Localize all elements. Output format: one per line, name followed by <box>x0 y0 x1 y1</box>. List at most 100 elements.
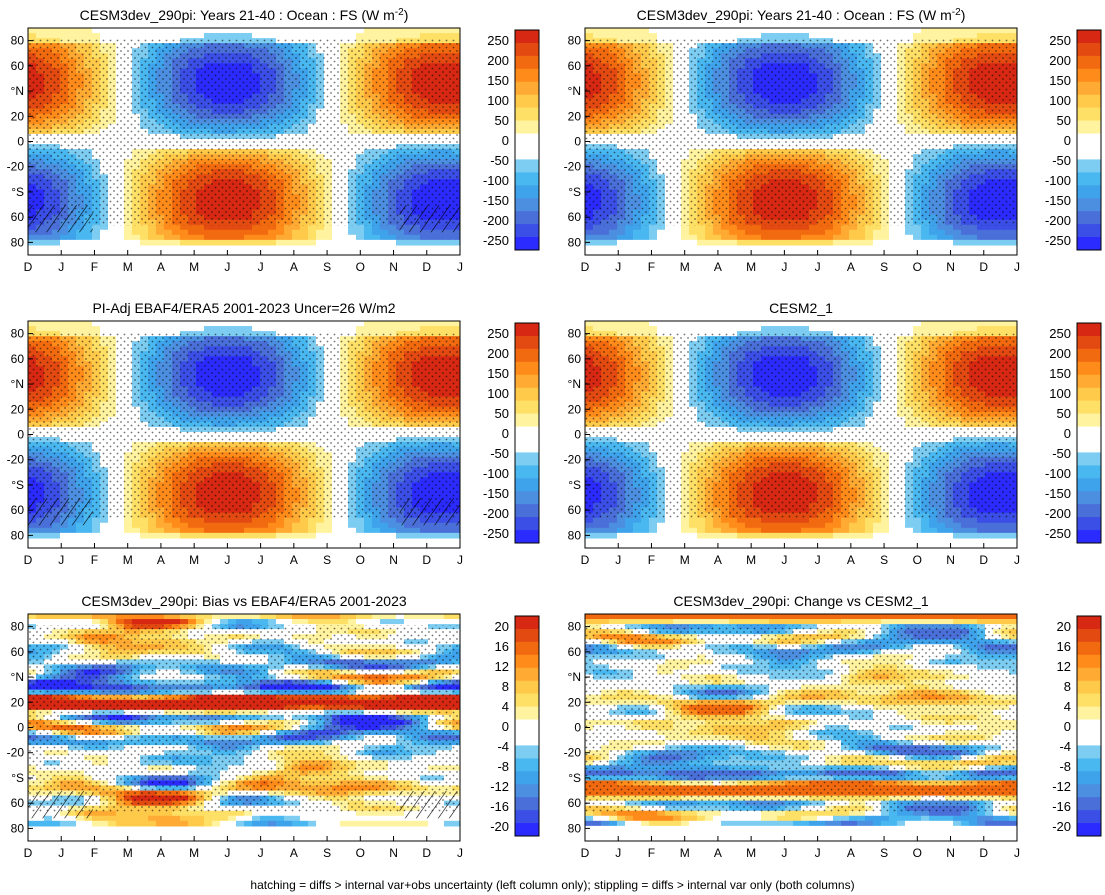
field-cell <box>156 28 165 34</box>
field-cell <box>244 28 253 34</box>
x-tick-label: A <box>847 260 855 274</box>
field-cell <box>332 326 341 332</box>
y-tick-label: °N <box>11 84 24 98</box>
field-cell <box>204 326 213 332</box>
field-cell <box>220 234 229 241</box>
field-cell <box>729 224 738 231</box>
field-cell <box>28 321 37 327</box>
field-cell <box>188 229 197 236</box>
field-cell <box>993 229 1002 236</box>
field-cell <box>913 239 922 246</box>
field-cell <box>252 28 261 34</box>
field-cell <box>324 239 333 246</box>
field-cell <box>817 28 826 34</box>
field-cell <box>625 28 634 34</box>
field-cell <box>905 33 914 39</box>
field-cell <box>388 33 397 39</box>
field-cell <box>452 234 460 241</box>
field-cell <box>180 224 189 231</box>
field-cell <box>380 234 389 241</box>
field-cell <box>665 239 674 246</box>
colorbar-swatch <box>515 172 539 186</box>
field-cell <box>308 239 317 246</box>
field-cell <box>84 33 93 39</box>
field-cell <box>284 321 293 327</box>
field-cell <box>753 224 762 231</box>
field-cell <box>913 229 922 236</box>
field-cell <box>601 33 610 39</box>
field-cell <box>140 234 149 241</box>
field-cell <box>945 33 954 39</box>
field-cell <box>164 224 173 231</box>
field-cell <box>769 33 778 39</box>
field-cell <box>364 229 373 236</box>
field-cell <box>228 321 237 327</box>
colorbar-swatch <box>515 107 539 121</box>
field-cell <box>929 224 938 231</box>
field-cell <box>60 326 69 332</box>
panel-1: CESM3dev_290pi: Years 21-40 : Ocean : FS… <box>7 7 463 274</box>
field-cell <box>76 33 85 39</box>
colorbar-label: 200 <box>487 53 509 68</box>
field-cell <box>172 239 181 246</box>
field-cell <box>681 229 690 236</box>
field-cell <box>889 33 898 39</box>
colorbar-label: -150 <box>1045 193 1071 208</box>
field-cell <box>625 229 634 236</box>
field-cell <box>625 234 634 241</box>
field-cell <box>673 224 682 231</box>
field-cell <box>100 239 109 246</box>
field-cell <box>156 33 165 39</box>
field-cell <box>404 33 413 39</box>
field-cell <box>348 33 357 39</box>
field-cell <box>857 224 866 231</box>
field-cell <box>865 234 874 241</box>
field-cell <box>825 229 834 236</box>
field-cell <box>865 229 874 236</box>
field-cell <box>124 321 133 327</box>
field-cell <box>961 224 970 231</box>
field-cell <box>412 229 421 236</box>
field-cell <box>1009 234 1017 241</box>
field-cell <box>68 234 77 241</box>
colorbar-label: -50 <box>490 153 509 168</box>
field-cell <box>1009 239 1017 246</box>
colorbar-label: -250 <box>483 233 509 248</box>
field-cell <box>356 33 365 39</box>
field-cell <box>993 28 1002 34</box>
colorbar-swatch <box>1077 146 1101 160</box>
field-cell <box>737 33 746 39</box>
field-cell <box>260 28 269 34</box>
field-cell <box>601 28 610 34</box>
field-cell <box>665 224 674 231</box>
field-cell <box>993 239 1002 246</box>
field-cell <box>865 224 874 231</box>
field-cell <box>609 28 618 34</box>
field-cell <box>969 33 978 39</box>
field-cell <box>657 33 666 39</box>
field-cell <box>452 229 460 236</box>
y-tick-label: 80 <box>568 34 582 48</box>
heatmap-field <box>28 28 460 255</box>
field-cell <box>713 224 722 231</box>
field-cell <box>388 239 397 246</box>
field-cell <box>641 28 650 34</box>
field-cell <box>124 224 133 231</box>
field-cell <box>873 224 882 231</box>
x-tick-label: D <box>979 260 988 274</box>
field-cell <box>809 239 818 246</box>
field-cell <box>633 28 642 34</box>
field-cell <box>372 224 381 231</box>
field-cell <box>348 234 357 241</box>
field-cell <box>737 239 746 246</box>
field-cell <box>665 234 674 241</box>
field-cell <box>609 33 618 39</box>
x-tick-label: M <box>746 260 756 274</box>
field-cell <box>156 234 165 241</box>
field-cell <box>348 224 357 231</box>
field-cell <box>873 234 882 241</box>
field-cell <box>801 33 810 39</box>
field-cell <box>180 28 189 34</box>
field-cell <box>212 28 221 34</box>
field-cell <box>52 326 61 332</box>
